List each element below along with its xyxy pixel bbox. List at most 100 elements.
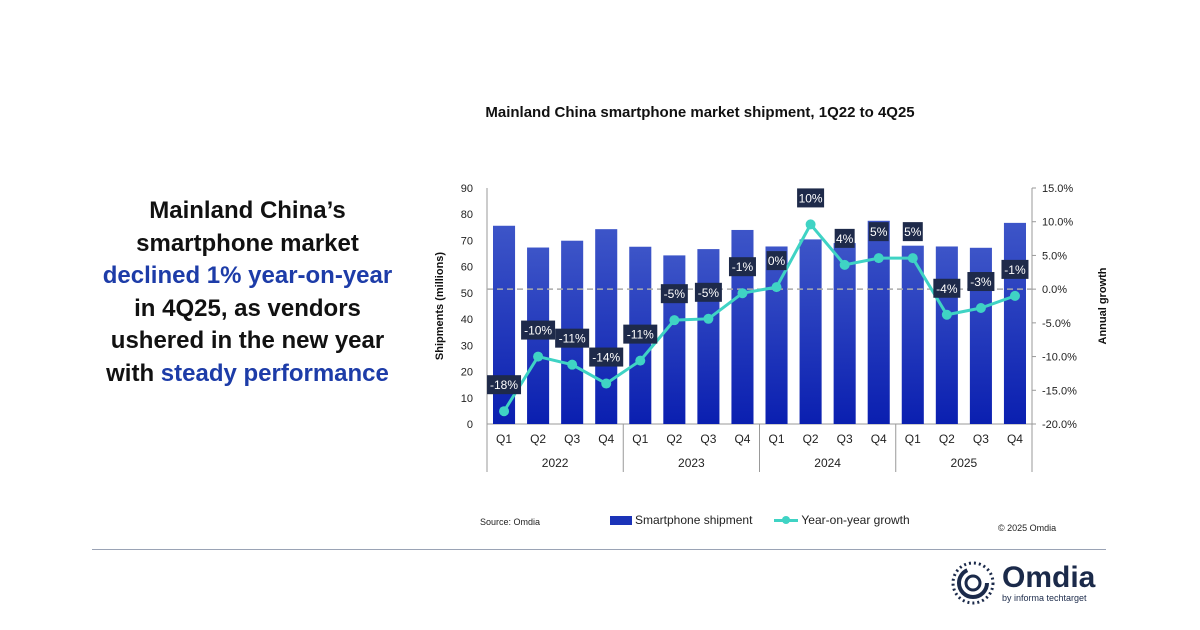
data-label: 5% — [904, 225, 922, 239]
data-label-box — [967, 272, 995, 292]
data-label: -4% — [936, 282, 958, 296]
data-label: -5% — [698, 286, 720, 300]
data-label-box — [694, 282, 722, 302]
headline-highlight: declined 1% year-on-year — [102, 262, 393, 289]
x-tick-label: Q4 — [871, 432, 887, 446]
legend-label: Year-on-year growth — [801, 513, 910, 527]
omdia-logo: Omdia by informa techtarget — [950, 560, 1095, 606]
x-tick-label: Q3 — [973, 432, 989, 446]
data-label: -18% — [490, 378, 518, 392]
growth-point — [1009, 290, 1020, 301]
y-axis-label: Shipments (millions) — [434, 252, 446, 361]
bar — [493, 225, 516, 424]
logo-name: Omdia — [1002, 561, 1096, 594]
data-label: -10% — [524, 324, 552, 338]
data-label: 4% — [836, 232, 854, 246]
y-tick-label: 70 — [461, 235, 473, 247]
growth-point — [703, 313, 714, 324]
bar-swatch — [610, 515, 632, 525]
year-label: 2023 — [678, 456, 705, 470]
legend: Smartphone shipment Year-on-year growth — [610, 513, 910, 527]
y2-tick-label: 15.0% — [1042, 183, 1073, 195]
data-label: -1% — [1004, 263, 1026, 277]
data-label: -5% — [664, 287, 686, 301]
legend-label: Smartphone shipment — [635, 513, 753, 527]
y2-tick-label: -10.0% — [1042, 352, 1077, 364]
growth-line — [502, 221, 1016, 412]
growth-point — [669, 315, 680, 326]
y-tick-label: 80 — [461, 209, 473, 221]
x-tick-label: Q1 — [769, 432, 785, 446]
y-tick-label: 30 — [461, 340, 473, 352]
growth-point — [635, 355, 646, 366]
data-label: 0% — [768, 254, 786, 268]
data-label: -14% — [592, 351, 620, 365]
y2-axis-label: Annual growth — [1097, 267, 1109, 344]
source-note: Source: Omdia — [480, 517, 541, 527]
data-label: -3% — [970, 275, 992, 289]
bar — [799, 239, 822, 424]
logo-byline: by informa techtarget — [1002, 593, 1087, 603]
growth-point — [771, 282, 782, 293]
legend-item-growth: Year-on-year growth — [774, 513, 910, 527]
y-tick-label: 90 — [461, 183, 473, 195]
x-tick-label: Q2 — [939, 432, 955, 446]
growth-point — [839, 259, 850, 270]
divider — [92, 549, 1106, 550]
y2-tick-label: 0.0% — [1042, 284, 1067, 296]
bar — [663, 255, 686, 424]
bar — [765, 246, 788, 424]
data-label: -11% — [627, 328, 654, 342]
year-label: 2022 — [542, 456, 569, 470]
growth-point — [567, 359, 578, 370]
data-label-box — [902, 222, 923, 242]
x-tick-label: Q1 — [905, 432, 921, 446]
data-label-box — [797, 188, 825, 208]
y2-tick-label: -15.0% — [1042, 385, 1077, 397]
x-tick-label: Q4 — [1007, 432, 1023, 446]
x-tick-label: Q3 — [564, 432, 580, 446]
bar — [935, 246, 958, 424]
chart-title: Mainland China smartphone market shipmen… — [485, 104, 915, 121]
y2-tick-label: -20.0% — [1042, 419, 1077, 431]
bar — [595, 229, 618, 424]
growth-point — [907, 253, 918, 264]
y-tick-label: 20 — [461, 367, 473, 379]
x-tick-label: Q2 — [666, 432, 682, 446]
data-label: 10% — [799, 191, 823, 205]
x-tick-label: Q1 — [496, 432, 512, 446]
growth-point — [499, 406, 510, 417]
data-label-box — [728, 257, 756, 277]
headline: Mainland China’s smartphone market decli… — [95, 195, 400, 390]
growth-point — [873, 253, 884, 264]
headline-highlight: steady performance — [160, 359, 389, 387]
bar — [901, 245, 924, 424]
x-tick-label: Q2 — [530, 432, 546, 446]
x-tick-label: Q3 — [700, 432, 716, 446]
y2-tick-label: 10.0% — [1042, 217, 1073, 229]
bar — [969, 247, 992, 424]
y-tick-label: 60 — [461, 262, 473, 274]
y-tick-label: 50 — [461, 288, 473, 300]
y-tick-label: 10 — [461, 393, 473, 405]
bar — [731, 229, 754, 424]
data-label: -11% — [559, 332, 586, 346]
x-tick-label: Q1 — [632, 432, 648, 446]
bar — [833, 243, 856, 424]
data-label-box — [487, 375, 522, 395]
bar — [867, 220, 890, 424]
headline-text: in 4Q25, as vendors ushered in the new y… — [106, 294, 385, 387]
growth-point — [805, 219, 816, 230]
line-swatch — [774, 515, 799, 524]
data-label-box — [555, 328, 590, 348]
data-label-box — [933, 278, 961, 298]
data-label-box — [623, 324, 658, 344]
data-label-box — [834, 228, 855, 248]
year-label: 2025 — [951, 456, 978, 470]
data-label-box — [521, 320, 556, 340]
growth-point — [601, 378, 612, 389]
growth-point — [533, 351, 544, 362]
data-label-box — [589, 347, 624, 367]
headline-text: Mainland China’s smartphone market — [136, 197, 359, 257]
x-tick-label: Q3 — [837, 432, 853, 446]
